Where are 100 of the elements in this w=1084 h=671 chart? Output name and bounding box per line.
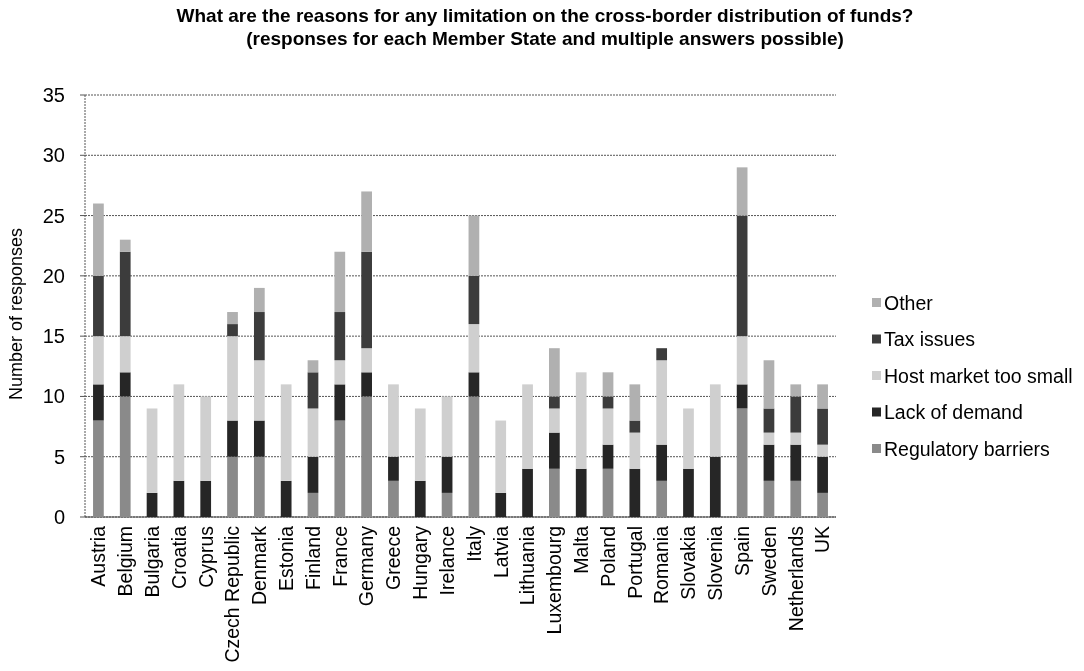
bar xyxy=(334,251,346,313)
bar xyxy=(629,384,641,421)
bar xyxy=(200,396,212,481)
legend-label: Lack of demand xyxy=(884,401,1023,424)
bar xyxy=(280,384,292,481)
bar xyxy=(227,312,238,325)
bar xyxy=(253,420,265,457)
x-tick-label: Austria xyxy=(87,525,110,587)
bar xyxy=(441,396,453,457)
bar xyxy=(656,348,668,361)
bar xyxy=(736,167,748,216)
bar xyxy=(763,480,775,517)
x-tick-label: Hungary xyxy=(409,525,432,600)
bar xyxy=(790,396,802,433)
x-tick-label: Slovakia xyxy=(677,525,700,600)
x-tick-label: Slovenia xyxy=(704,525,727,601)
bar xyxy=(602,372,614,397)
bar xyxy=(361,348,372,373)
y-tick-label: 35 xyxy=(42,84,65,106)
x-tick-label: Latvia xyxy=(489,525,512,579)
bar xyxy=(334,360,346,385)
bar xyxy=(227,336,238,421)
bar xyxy=(441,492,453,517)
x-tick-label: Czech Republic xyxy=(221,525,244,663)
x-tick-label: Luxembourg xyxy=(543,526,566,635)
bar xyxy=(414,480,426,517)
bar xyxy=(468,324,480,373)
bar xyxy=(388,456,399,481)
x-tick-label: Finland xyxy=(301,526,324,590)
x-tick-label: Poland xyxy=(596,526,619,587)
x-tick-label: Cyprus xyxy=(194,525,217,588)
bar xyxy=(307,372,319,409)
bar xyxy=(253,287,265,313)
x-tick-label: Italy xyxy=(462,525,485,562)
bar xyxy=(736,336,748,385)
bar xyxy=(683,468,694,517)
bar xyxy=(93,275,104,337)
bar xyxy=(307,492,319,517)
bar xyxy=(93,336,104,385)
bar xyxy=(790,444,802,481)
chart-subtitle: (responses for each Member State and multiple answers possible) xyxy=(246,28,844,49)
chart-title: What are the reasons for any limitation on the cross-border distribution of funds? xyxy=(176,5,914,26)
bar xyxy=(763,360,775,409)
bar xyxy=(790,480,802,517)
bar xyxy=(93,420,104,517)
bar xyxy=(763,408,775,433)
x-tick-label: Romania xyxy=(650,525,673,605)
y-axis-title: Number of responses xyxy=(6,227,26,401)
bar xyxy=(549,408,560,433)
legend-label: Tax issues xyxy=(884,328,976,351)
bar xyxy=(602,408,614,445)
bar xyxy=(549,432,560,469)
y-tick-label: 0 xyxy=(53,506,65,528)
x-tick-label: Germany xyxy=(355,525,378,607)
bar xyxy=(227,456,238,517)
bar xyxy=(629,468,641,517)
bar xyxy=(119,239,131,252)
bar xyxy=(468,396,480,517)
x-tick-label: Sweden xyxy=(757,526,780,597)
x-tick-label: Croatia xyxy=(167,525,190,589)
bar xyxy=(307,360,319,373)
bar xyxy=(173,480,185,517)
legend-label: Regulatory barriers xyxy=(884,437,1051,460)
y-tick-label: 30 xyxy=(42,144,65,167)
bar xyxy=(173,384,185,481)
bar xyxy=(817,444,828,457)
bar xyxy=(575,468,587,517)
bar xyxy=(495,492,507,517)
bar xyxy=(441,456,453,493)
bar xyxy=(629,420,641,433)
bar xyxy=(656,444,668,481)
bar xyxy=(656,360,668,445)
bar xyxy=(817,456,828,493)
bar xyxy=(602,468,614,517)
bar xyxy=(93,384,104,421)
bar xyxy=(602,396,614,409)
x-tick-label: Netherlands xyxy=(784,525,807,632)
y-tick-label: 25 xyxy=(42,204,65,227)
bar xyxy=(736,408,748,517)
bar xyxy=(736,384,748,409)
bar xyxy=(334,384,346,421)
bar xyxy=(495,420,507,493)
x-tick-label: Spain xyxy=(730,526,753,576)
bar xyxy=(307,408,319,457)
y-tick-label: 10 xyxy=(42,385,65,408)
bar xyxy=(656,480,668,517)
bar xyxy=(361,191,372,252)
bar xyxy=(361,372,372,397)
bar xyxy=(629,432,641,469)
bar xyxy=(227,324,238,337)
bar xyxy=(468,215,480,276)
bar xyxy=(817,408,828,445)
x-tick-label: Malta xyxy=(570,525,593,574)
bar xyxy=(763,444,775,481)
bar xyxy=(763,432,775,445)
bar xyxy=(817,492,828,517)
bar xyxy=(709,384,721,457)
bar xyxy=(817,384,828,409)
bar xyxy=(414,408,426,481)
y-tick-label: 15 xyxy=(42,325,65,348)
